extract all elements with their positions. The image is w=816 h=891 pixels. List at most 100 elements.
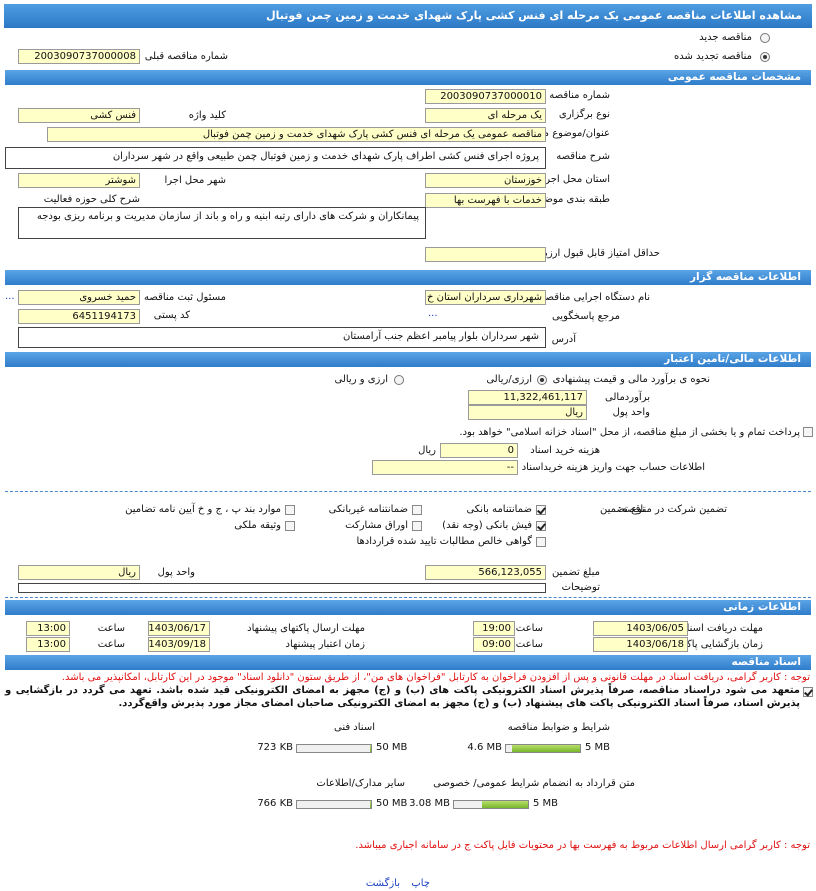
print-link[interactable]: چاپ — [411, 878, 430, 889]
checkbox-label: گواهی خالص مطالبات تایید شده قراردادها — [356, 536, 532, 547]
field-value: خوزستان — [425, 173, 546, 188]
field-value: ریال — [18, 565, 140, 580]
used-label: 766 KB — [257, 798, 293, 809]
radio-label: ارزی و ریالی — [334, 374, 389, 385]
usage-bar — [453, 800, 529, 809]
field-label: اطلاعات حساب جهت واریز هزینه خریداسناد — [521, 462, 705, 473]
field-label: زمان بازگشایی پاکت ها — [665, 639, 763, 650]
section-heading: اطلاعات زمانی — [5, 600, 811, 615]
radio — [394, 375, 404, 385]
field-label: مبلغ تضمین — [551, 567, 600, 578]
radio-label: ارزی/ریالی — [486, 374, 532, 385]
date-value: 1403/09/18 — [148, 637, 210, 652]
field-value: پیمانکاران و شرکت های دارای رتبه ابنیه و… — [18, 207, 426, 239]
field-value: 2003090737000008 — [18, 49, 140, 64]
limit-label: 50 MB — [376, 742, 408, 753]
field-value: پروژه اجرای فنس کشی اطراف پارک شهدای خدم… — [5, 147, 546, 169]
date-value: 1403/06/17 — [148, 621, 210, 636]
file-name: متن قرارداد به انضمام شرایط عمومی/ خصوصی — [433, 778, 635, 789]
field-value: ریال — [468, 405, 587, 420]
field-label: مهلت دریافت اسناد — [682, 623, 763, 634]
checkbox-label: متعهد می شود دراسناد مناقصه، صرفاً پذیرش… — [5, 685, 800, 709]
field-label: نوع برگزاری — [558, 109, 610, 120]
field-label: آدرس — [551, 334, 576, 345]
checkbox — [412, 505, 422, 515]
time-value: 19:00 — [473, 621, 515, 636]
field-value[interactable]: ... — [428, 308, 438, 319]
checkbox-label: فیش بانکی (وجه نقد) — [442, 520, 532, 531]
checkbox-label: ضمانتنامه غیربانکی — [328, 504, 408, 515]
field-label: هزینه خرید اسناد — [530, 445, 600, 456]
section-heading: اطلاعات مالی/تامین اعتبار — [5, 352, 811, 367]
checkbox-label: موارد بند پ ، ج و خ آیین نامه تضامین — [125, 504, 281, 515]
limit-label: 5 MB — [585, 742, 611, 753]
field-label: طبقه بندی موضوعی — [524, 194, 610, 205]
field-label: کلید واژه — [188, 110, 226, 121]
field-value: فنس کشی — [18, 108, 140, 123]
usage-bar — [505, 744, 581, 753]
unit: ریال — [418, 445, 436, 456]
checkbox — [412, 521, 422, 531]
checkbox — [536, 521, 546, 531]
usage-fill — [369, 801, 371, 808]
checkbox-label: پرداخت تمام و یا بخشی از مبلغ مناقصه، از… — [459, 427, 800, 438]
checkbox — [536, 537, 546, 547]
field-label: شهر محل اجرا — [164, 175, 226, 186]
field-label: زمان اعتبار پیشنهاد — [285, 639, 365, 650]
more-link[interactable]: ... — [5, 291, 15, 302]
field-label: شرح کلی حوزه فعالیت — [43, 194, 140, 205]
footnote: توجه : کاربر گرامی ارسال اطلاعات مربوط ب… — [355, 840, 810, 851]
radio-label: مناقصه تجدید شده — [674, 51, 752, 62]
field-label: شماره مناقصه قبلی — [144, 51, 228, 62]
checkbox — [803, 427, 813, 437]
limit-label: 5 MB — [533, 798, 559, 809]
field-value: 0 — [440, 443, 518, 458]
notice: توجه : کاربر گرامی، دریافت اسناد در مهلت… — [61, 672, 810, 683]
field-label: برآوردمالی — [605, 392, 650, 403]
time-value: 13:00 — [26, 637, 70, 652]
file-name: شرایط و ضوابط مناقصه — [507, 722, 610, 733]
limit-label: 50 MB — [376, 798, 408, 809]
field-value: مناقصه عمومی یک مرحله ای فنس کشی پارک شه… — [47, 127, 546, 142]
field-label: توضیحات — [561, 582, 600, 593]
used-label: 723 KB — [257, 742, 293, 753]
section-heading: اطلاعات مناقصه گزار — [5, 270, 811, 285]
file-name: اسناد فنی — [334, 722, 375, 733]
field-label: کد پستی — [153, 310, 190, 321]
time-value: 13:00 — [26, 621, 70, 636]
separator — [5, 491, 811, 492]
section-heading: اسناد مناقصه — [5, 655, 811, 670]
title-bar — [4, 4, 812, 28]
field-value: شهرداری سرداران استان خ — [425, 290, 546, 305]
field-value — [425, 247, 546, 262]
time-value: 09:00 — [473, 637, 515, 652]
radio — [537, 375, 547, 385]
field-label: مسئول ثبت مناقصه — [144, 292, 226, 303]
field-label: واحد پول — [612, 407, 650, 418]
field-value: یک مرحله ای — [425, 108, 546, 123]
field-label: ساعت — [97, 623, 125, 634]
field-label: تضمین شرکت در مناقصه: — [618, 504, 727, 515]
radio — [760, 33, 770, 43]
field-label: شماره مناقصه — [549, 90, 610, 101]
usage-fill — [511, 745, 580, 752]
field-value: 11,322,461,117 — [468, 390, 587, 405]
field-value: شهر سرداران بلوار پیامبر اعظم جنب آرامست… — [18, 327, 546, 348]
file-name: سایر مدارک/اطلاعات — [316, 778, 405, 789]
checkbox — [803, 687, 813, 697]
used-label: 3.08 MB — [409, 798, 450, 809]
back-link[interactable]: بازگشت — [365, 878, 400, 889]
field-value: شوشتر — [18, 173, 140, 188]
usage-bar — [296, 800, 372, 809]
page-title: مشاهده اطلاعات مناقصه عمومی یک مرحله ای … — [266, 9, 802, 22]
usage-bar — [296, 744, 372, 753]
field-label: نوع تضمین — [600, 504, 645, 515]
usage-fill — [369, 745, 371, 752]
field-label: ساعت — [97, 639, 125, 650]
date-value: 1403/06/18 — [593, 637, 688, 652]
section-heading: مشخصات مناقصه عمومی — [5, 70, 811, 85]
checkbox-label: اوراق مشارکت — [345, 520, 408, 531]
checkbox-label: ضمانتنامه بانکی — [466, 504, 532, 515]
field-label: مرجع پاسخگویی — [551, 311, 620, 322]
